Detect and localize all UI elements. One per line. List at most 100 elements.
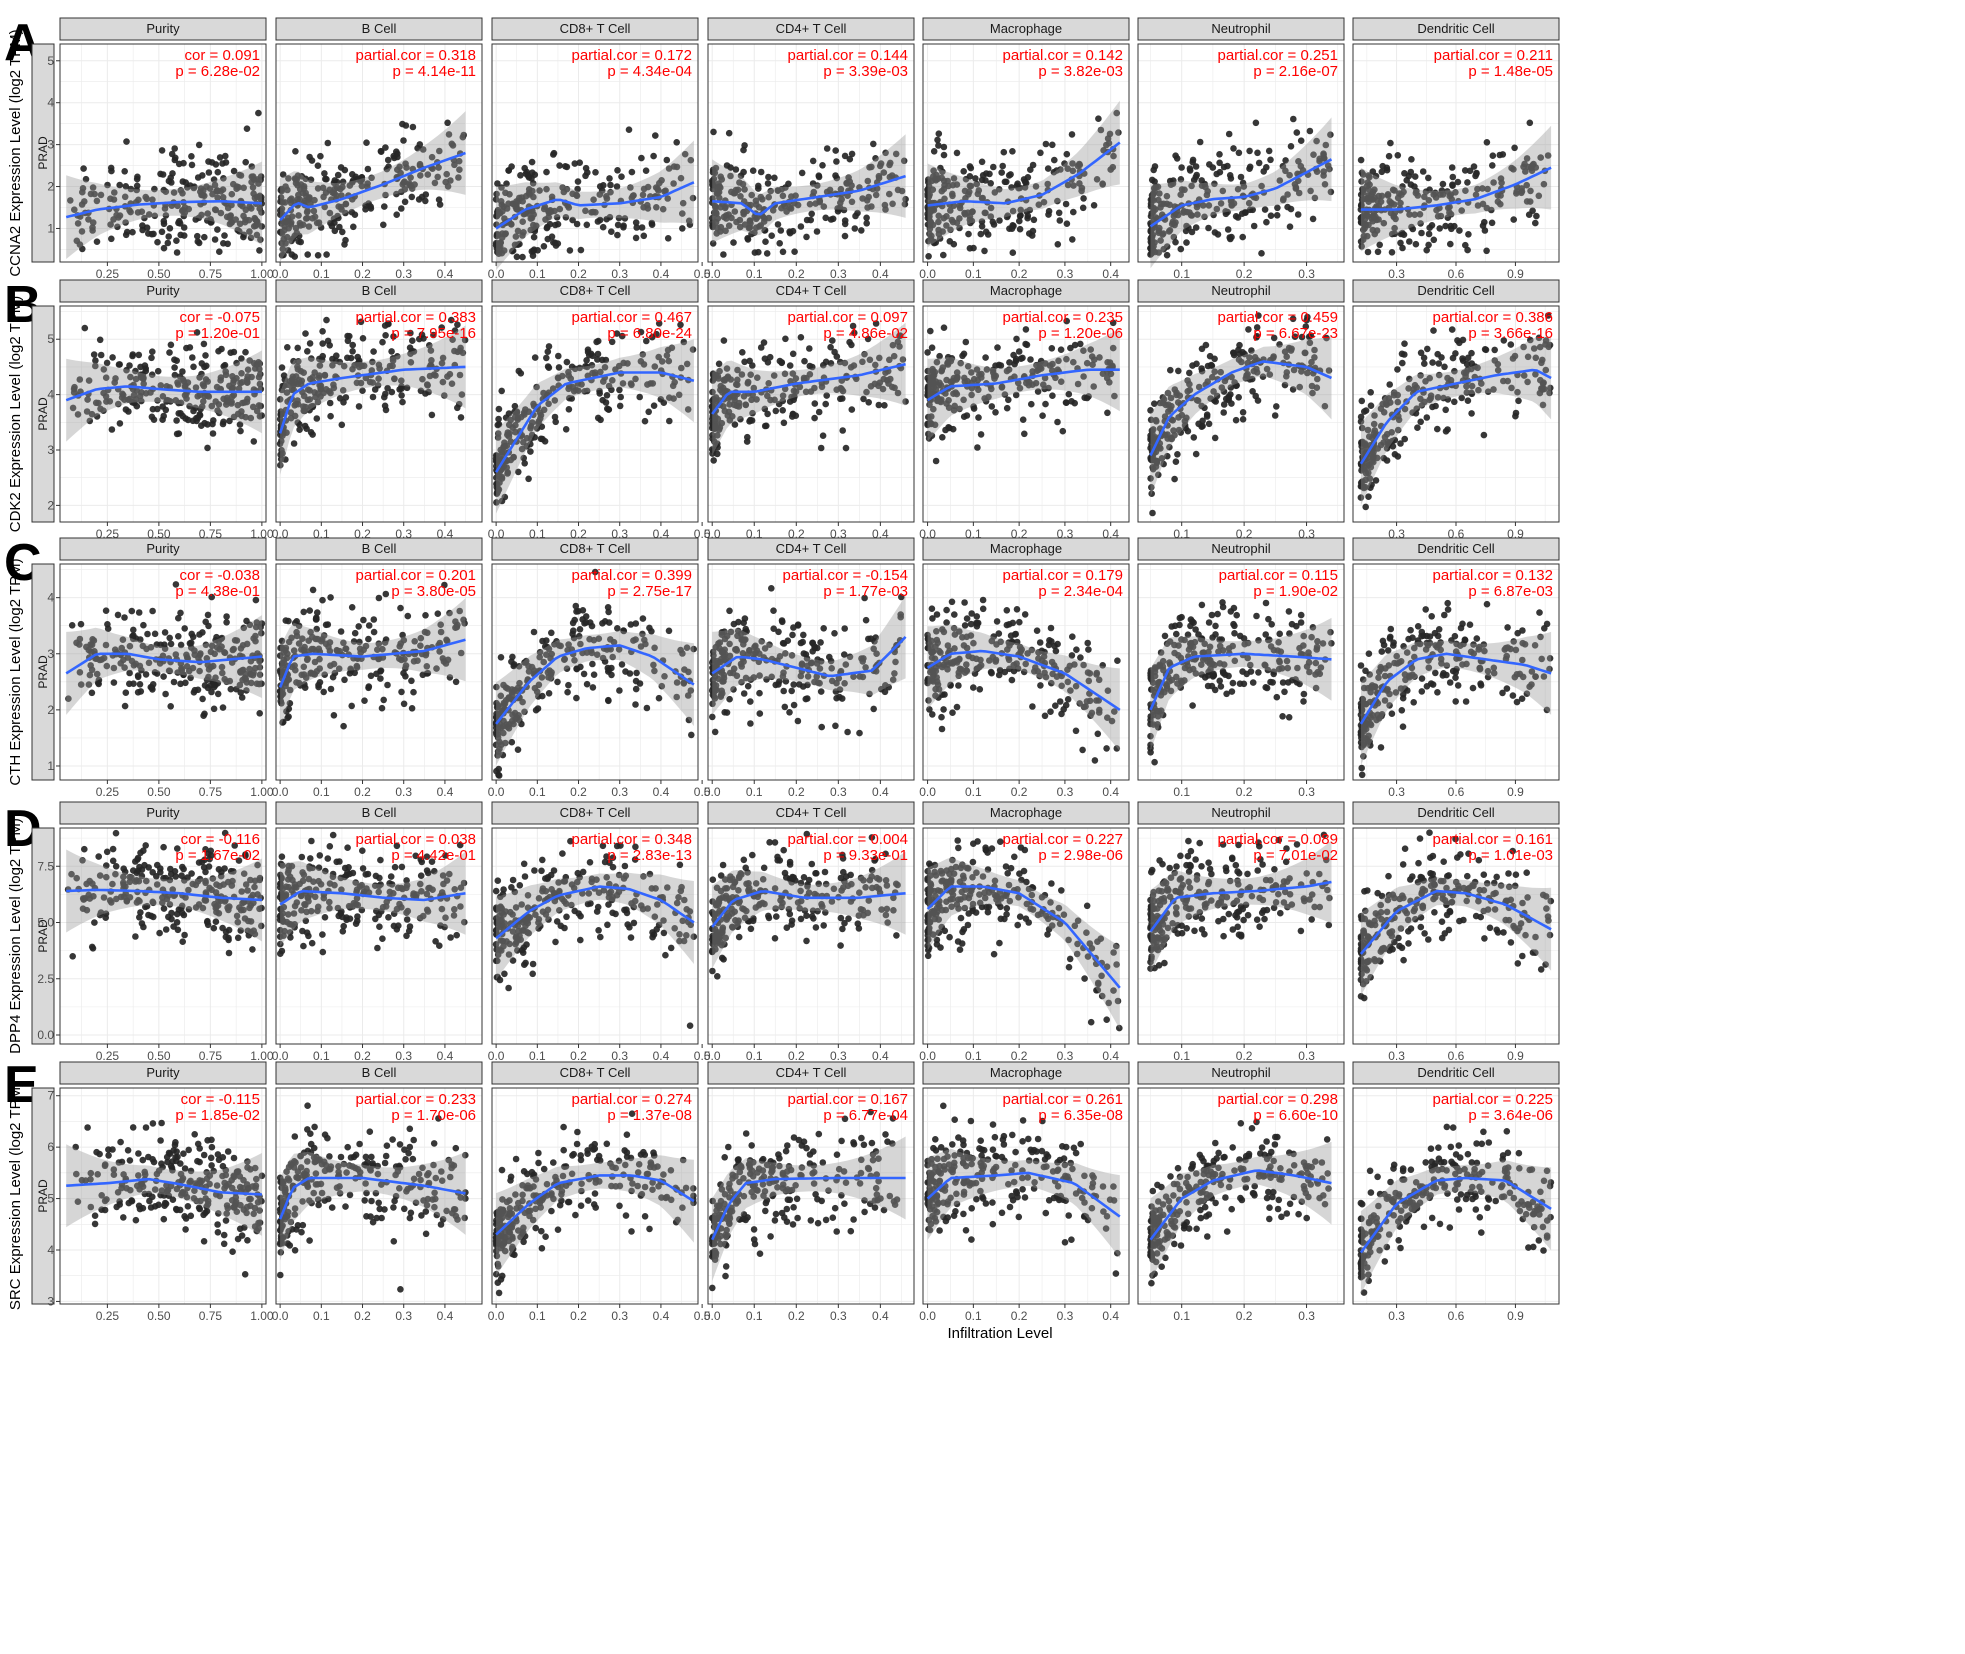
data-point xyxy=(1068,131,1076,138)
data-point xyxy=(596,390,603,397)
data-point xyxy=(170,678,178,686)
data-point xyxy=(204,684,212,692)
data-point xyxy=(1367,389,1374,396)
data-point xyxy=(582,172,589,180)
data-point xyxy=(1399,359,1406,367)
data-point xyxy=(1365,493,1372,501)
data-point xyxy=(1411,173,1419,180)
x-tick-label: 0.75 xyxy=(199,267,223,281)
data-point xyxy=(1009,249,1017,256)
data-point xyxy=(324,139,332,147)
data-point xyxy=(1186,369,1193,377)
data-point xyxy=(252,216,259,223)
data-point xyxy=(305,196,312,203)
data-point xyxy=(173,249,181,256)
data-point xyxy=(122,689,130,696)
p-value-label: p = 2.16e-07 xyxy=(1253,63,1338,80)
data-point xyxy=(763,422,770,430)
data-point xyxy=(116,181,123,189)
data-point xyxy=(337,185,344,193)
data-point xyxy=(1065,390,1073,398)
data-point xyxy=(574,178,582,185)
data-point xyxy=(616,402,624,410)
data-point xyxy=(1271,412,1279,419)
plot-border xyxy=(59,43,267,263)
data-point xyxy=(214,194,221,201)
data-point xyxy=(679,225,686,232)
data-point xyxy=(188,153,195,160)
data-point xyxy=(136,681,144,688)
data-point xyxy=(777,227,785,234)
x-tick-label: 0.3 xyxy=(395,267,412,281)
data-point xyxy=(1306,127,1314,135)
data-point xyxy=(1216,151,1223,158)
data-point xyxy=(288,195,295,202)
data-point xyxy=(162,406,170,414)
data-point xyxy=(1205,224,1212,232)
data-point xyxy=(497,654,505,661)
data-point xyxy=(170,189,178,196)
data-point xyxy=(365,683,373,690)
data-point xyxy=(632,685,640,693)
data-point xyxy=(597,416,604,424)
correlation-label: partial.cor = 0.172 xyxy=(572,47,693,64)
data-point xyxy=(77,620,85,628)
data-point xyxy=(519,253,526,261)
data-point xyxy=(1007,171,1014,178)
data-point xyxy=(1216,168,1224,176)
data-point xyxy=(498,387,506,395)
data-point xyxy=(571,160,579,167)
data-point xyxy=(296,186,304,193)
data-point xyxy=(1367,402,1375,410)
data-point xyxy=(1425,230,1433,238)
data-point xyxy=(335,214,342,222)
data-point xyxy=(994,344,1001,351)
data-point xyxy=(248,178,255,186)
data-point xyxy=(380,221,387,229)
data-point xyxy=(125,408,132,415)
data-point xyxy=(978,158,986,166)
data-point xyxy=(410,688,417,696)
data-point xyxy=(378,704,386,712)
data-point xyxy=(169,170,176,177)
data-point xyxy=(89,227,96,234)
data-point xyxy=(1021,430,1028,438)
data-point xyxy=(108,167,115,175)
y-tick-label: 2 xyxy=(47,498,54,512)
data-point xyxy=(444,183,452,190)
data-point xyxy=(68,622,76,629)
data-point xyxy=(946,424,953,432)
data-point xyxy=(1267,156,1274,164)
data-point xyxy=(431,179,439,187)
data-point xyxy=(749,167,757,174)
data-point xyxy=(211,181,219,189)
x-tick-label: 0.0 xyxy=(488,267,505,281)
data-point xyxy=(1473,169,1480,177)
data-point xyxy=(757,168,765,176)
data-point xyxy=(126,207,133,214)
data-point xyxy=(379,338,386,346)
data-point xyxy=(1205,420,1213,428)
data-point xyxy=(382,590,390,598)
data-point xyxy=(1364,248,1372,256)
data-point xyxy=(582,164,590,172)
data-point xyxy=(1232,213,1240,220)
data-point xyxy=(543,354,550,362)
data-point xyxy=(337,628,345,635)
data-point xyxy=(137,363,144,371)
data-point xyxy=(1293,129,1301,136)
data-point xyxy=(173,417,180,424)
data-point xyxy=(1526,119,1534,127)
data-point xyxy=(79,188,86,196)
data-point xyxy=(977,431,985,438)
data-point xyxy=(456,166,463,173)
correlation-label: partial.cor = 0.235 xyxy=(1003,309,1124,326)
data-point xyxy=(384,156,392,164)
data-point xyxy=(1309,215,1317,223)
data-point xyxy=(1183,239,1190,246)
data-point xyxy=(406,180,413,187)
data-point xyxy=(725,129,733,137)
data-point xyxy=(248,205,255,212)
data-point xyxy=(1428,222,1436,229)
